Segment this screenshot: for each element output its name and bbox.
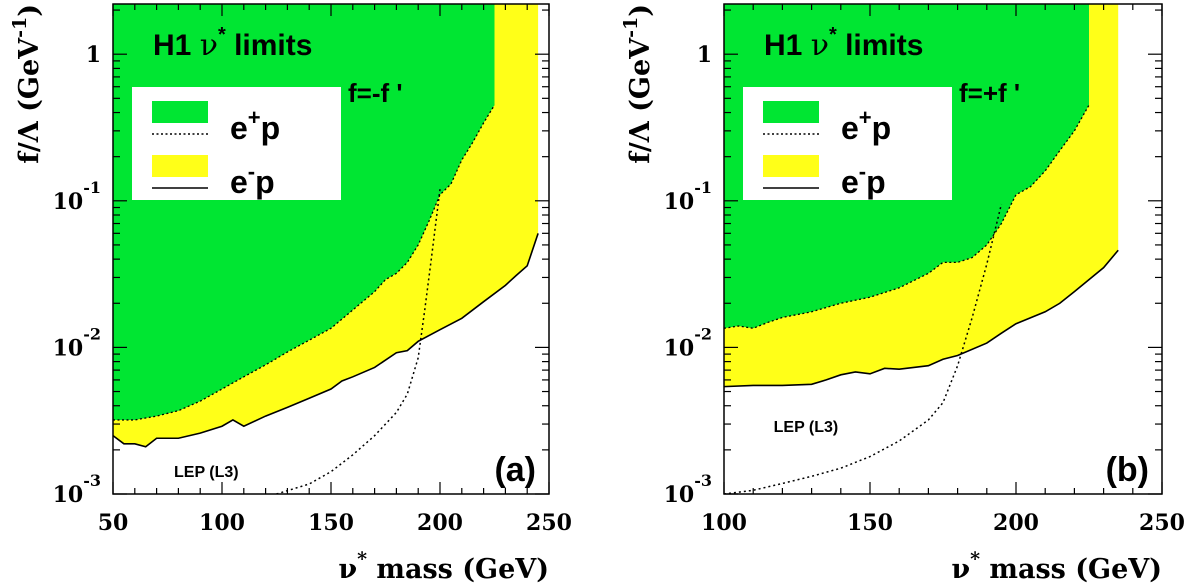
legend-swatch	[152, 101, 208, 123]
limit-line-e-plus-p	[724, 104, 1090, 329]
y-tick-exponent: -2	[694, 324, 712, 343]
y-tick-exponent: -3	[83, 471, 101, 490]
legend-label: e+p	[841, 105, 891, 146]
x-label-greek: ν	[951, 554, 970, 585]
y-tick-base: 10	[53, 335, 84, 361]
coupling-label: f=+f '	[959, 78, 1020, 108]
legend-label-sup: -	[248, 159, 255, 184]
chart-title: H1 ν* limits	[153, 24, 312, 63]
panel-tag: (b)	[1106, 451, 1149, 489]
lep-l3-label: LEP (L3)	[174, 464, 239, 481]
legend-label-base: e	[841, 164, 859, 200]
y-tick-label: 10-3	[53, 471, 101, 508]
y-tick-label: 10-3	[664, 471, 712, 508]
x-tick-label: 50	[98, 510, 129, 536]
y-tick-label: 1	[86, 42, 101, 68]
x-tick-label: 250	[1139, 510, 1185, 536]
legend: e+pe-p	[132, 87, 341, 200]
x-tick-label: 100	[701, 510, 747, 536]
legend-label: e-p	[841, 159, 886, 200]
lep-l3-limit-line	[276, 189, 441, 494]
limit-line-e-plus-p	[113, 104, 496, 421]
legend-label: e-p	[230, 159, 275, 200]
y-axis-label: f/Λ (GeV-1)	[9, 4, 45, 164]
y-label-sup: -1	[620, 17, 642, 38]
legend-label-sup: -	[859, 159, 866, 184]
legend-label-tail: p	[261, 110, 281, 146]
x-label-rest: mass (GeV)	[367, 554, 549, 585]
coupling-label: f=-f '	[348, 78, 403, 108]
x-axis-label: ν* mass (GeV)	[338, 548, 549, 585]
legend: e+pe-p	[743, 87, 952, 200]
legend-label-sup: +	[859, 105, 872, 130]
limit-line-e-minus-p	[724, 249, 1119, 388]
y-tick-exponent: -2	[83, 324, 101, 343]
title-main: H1	[764, 29, 811, 62]
y-label-end: )	[14, 4, 45, 17]
legend-label-base: e	[230, 164, 248, 200]
legend-label-tail: p	[255, 164, 275, 200]
title-sup: *	[218, 24, 226, 46]
y-tick-label: 10-2	[664, 324, 712, 361]
panel-tag: (a)	[494, 451, 536, 489]
chart-title: H1 ν* limits	[764, 24, 923, 63]
y-tick-base: 1	[86, 42, 101, 68]
x-label-greek: ν	[338, 554, 357, 585]
y-tick-base: 10	[664, 482, 695, 508]
y-tick-exponent: -3	[694, 471, 712, 490]
y-tick-base: 10	[664, 335, 695, 361]
title-greek: ν	[811, 28, 829, 63]
title-greek: ν	[200, 28, 218, 63]
y-tick-label: 10-2	[53, 324, 101, 361]
plot-area	[113, 4, 539, 494]
y-tick-exponent: -1	[694, 178, 712, 197]
title-rest: limits	[837, 29, 924, 62]
y-axis-label: f/Λ (GeV-1)	[620, 4, 656, 164]
x-tick-label: 250	[526, 510, 572, 536]
y-tick-base: 10	[53, 482, 84, 508]
y-label-end: )	[625, 4, 656, 17]
x-axis-label: ν* mass (GeV)	[951, 548, 1162, 585]
y-tick-label: 10-1	[53, 178, 101, 215]
x-label-sup: *	[357, 548, 367, 570]
y-tick-base: 10	[664, 189, 695, 215]
legend-label: e+p	[230, 105, 280, 146]
y-tick-exponent: -1	[83, 178, 101, 197]
title-rest: limits	[226, 29, 313, 62]
legend-label-sup: +	[248, 105, 261, 130]
x-label-rest: mass (GeV)	[980, 554, 1162, 585]
y-label-sup: -1	[9, 17, 31, 38]
plot-frame	[723, 3, 1163, 495]
lep-l3-label: LEP (L3)	[774, 419, 839, 436]
y-tick-label: 1	[697, 42, 712, 68]
y-tick-label: 10-1	[664, 178, 712, 215]
x-label-sup: *	[970, 548, 980, 570]
x-tick-label: 150	[847, 510, 893, 536]
limit-line-e-minus-p	[113, 233, 539, 448]
legend-label-tail: p	[866, 164, 886, 200]
legend-swatch	[152, 155, 208, 177]
title-main: H1	[153, 29, 200, 62]
y-label-main: f/Λ (GeV	[625, 37, 656, 164]
x-tick-label: 100	[199, 510, 245, 536]
y-tick-base: 1	[697, 42, 712, 68]
legend-label-base: e	[841, 110, 859, 146]
legend-swatch	[763, 101, 819, 123]
x-tick-label: 150	[308, 510, 354, 536]
title-sup: *	[829, 24, 837, 46]
y-label-main: f/Λ (GeV	[14, 37, 45, 164]
x-tick-label: 200	[417, 510, 463, 536]
y-tick-base: 10	[53, 189, 84, 215]
legend-swatch	[763, 155, 819, 177]
legend-label-tail: p	[872, 110, 892, 146]
x-tick-label: 200	[993, 510, 1039, 536]
legend-label-base: e	[230, 110, 248, 146]
